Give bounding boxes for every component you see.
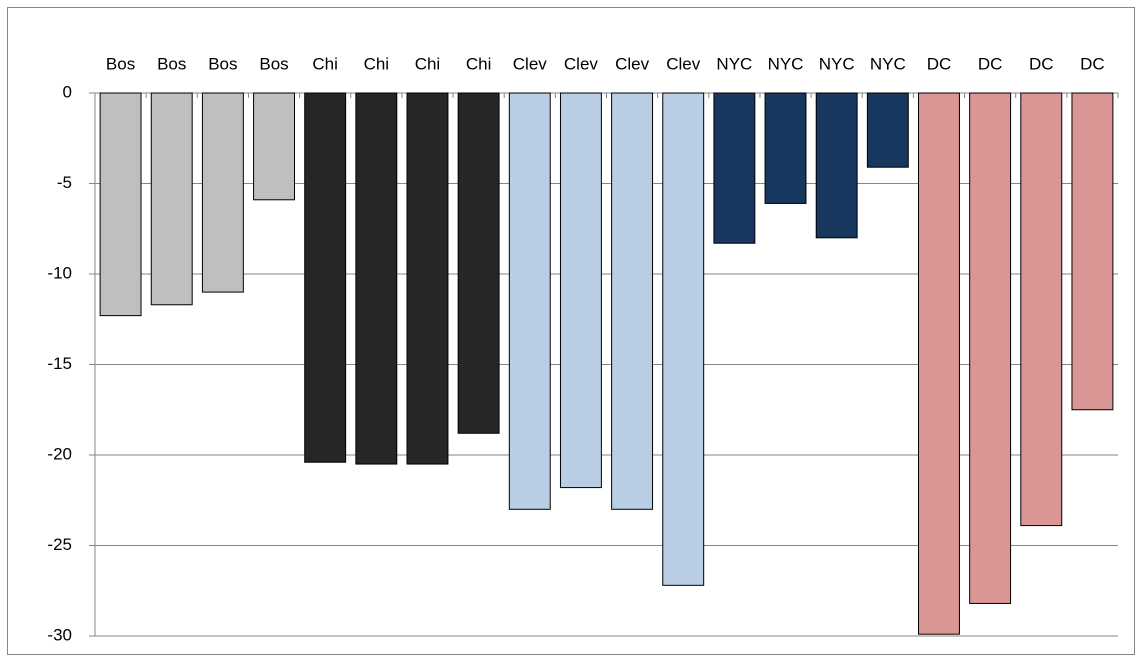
- x-tick-label: DC: [1080, 54, 1105, 73]
- x-tick-label: Bos: [259, 54, 288, 73]
- x-tick-label: NYC: [768, 54, 804, 73]
- bar: [764, 92, 807, 204]
- x-tick-label: Bos: [208, 54, 237, 73]
- x-tick-label: Clev: [615, 54, 650, 73]
- y-tick-label: 0: [63, 82, 72, 101]
- bar: [611, 92, 654, 510]
- bar: [150, 92, 193, 306]
- bar: [969, 92, 1012, 604]
- x-tick-label: Clev: [666, 54, 701, 73]
- bar: [662, 92, 705, 586]
- bar: [1020, 92, 1063, 527]
- x-tick-label: Clev: [513, 54, 548, 73]
- bar: [559, 92, 602, 489]
- y-tick-label: -30: [47, 625, 72, 644]
- x-tick-label: DC: [927, 54, 952, 73]
- x-tick-label: NYC: [716, 54, 752, 73]
- bar: [713, 92, 756, 244]
- bar: [866, 92, 909, 168]
- x-tick-label: NYC: [819, 54, 855, 73]
- y-tick-label: -25: [47, 535, 72, 554]
- bar: [253, 92, 295, 201]
- x-tick-label: Chi: [415, 54, 441, 73]
- bar: [406, 92, 449, 465]
- x-tick-label: Clev: [564, 54, 599, 73]
- bar: [918, 92, 960, 635]
- x-tick-label: Chi: [312, 54, 338, 73]
- bar: [457, 92, 500, 434]
- x-tick-label: DC: [1029, 54, 1054, 73]
- x-tick-label: Bos: [157, 54, 186, 73]
- x-tick-label: Chi: [364, 54, 390, 73]
- bar: [355, 92, 398, 465]
- y-tick-label: -15: [47, 354, 72, 373]
- y-tick-label: -5: [57, 173, 72, 192]
- bar: [304, 92, 347, 463]
- x-tick-label: NYC: [870, 54, 906, 73]
- y-tick-label: -10: [47, 263, 72, 282]
- x-tick-label: Bos: [106, 54, 135, 73]
- x-tick-label: DC: [978, 54, 1003, 73]
- y-tick-label: -20: [47, 444, 72, 463]
- bar: [201, 92, 244, 293]
- bar: [99, 92, 142, 317]
- bar: [815, 92, 858, 239]
- bar: [1071, 92, 1114, 411]
- bar: [508, 92, 551, 510]
- x-tick-label: Chi: [466, 54, 492, 73]
